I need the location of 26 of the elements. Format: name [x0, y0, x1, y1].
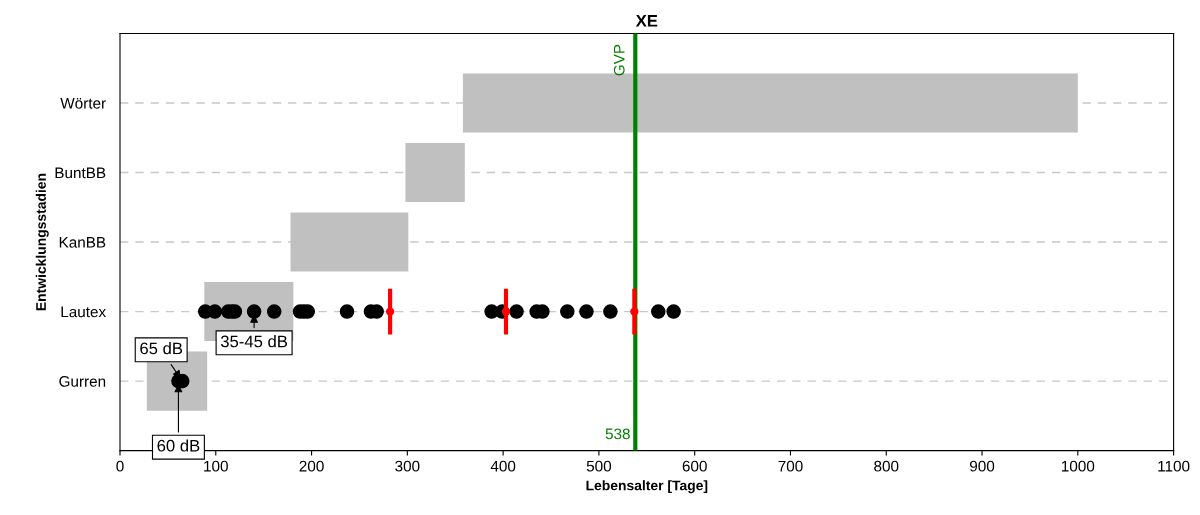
x-tick-label: 800	[874, 460, 899, 472]
x-tick-label: 0	[116, 460, 124, 472]
x-tick-label: 300	[395, 460, 420, 472]
annotation: 35-45 dB	[220, 335, 288, 348]
x-tick-label: 500	[586, 460, 612, 472]
bar	[405, 142, 465, 203]
x-tick-label: 400	[490, 460, 516, 472]
x-tick-label: 200	[299, 460, 324, 472]
annotation: 65 dB	[140, 342, 183, 355]
x-tick-label: 1100	[1158, 460, 1190, 472]
x-tick-label: 100	[204, 460, 228, 472]
annotation: 538	[605, 428, 630, 440]
y-tick-label: KanBB	[59, 237, 106, 248]
y-tick-label: Gurren	[59, 375, 106, 387]
x-tick-label: 1000	[1061, 460, 1095, 472]
y-axis-title: Entwicklungsstadien	[35, 173, 49, 311]
y-tick-label: Lautex	[61, 306, 106, 318]
chart-title: XE	[635, 15, 658, 27]
y-tick-label: BuntBB	[55, 167, 106, 179]
x-tick-label: 700	[778, 460, 803, 472]
y-tick-label: Wörter	[60, 98, 106, 109]
x-tick-label: 600	[682, 460, 707, 472]
annotation: 60 dB	[157, 439, 200, 452]
x-axis-title: Lebensalter [Tage]	[586, 480, 708, 494]
ref-line-label: GVP	[613, 44, 625, 76]
x-tick-label: 900	[970, 460, 995, 472]
